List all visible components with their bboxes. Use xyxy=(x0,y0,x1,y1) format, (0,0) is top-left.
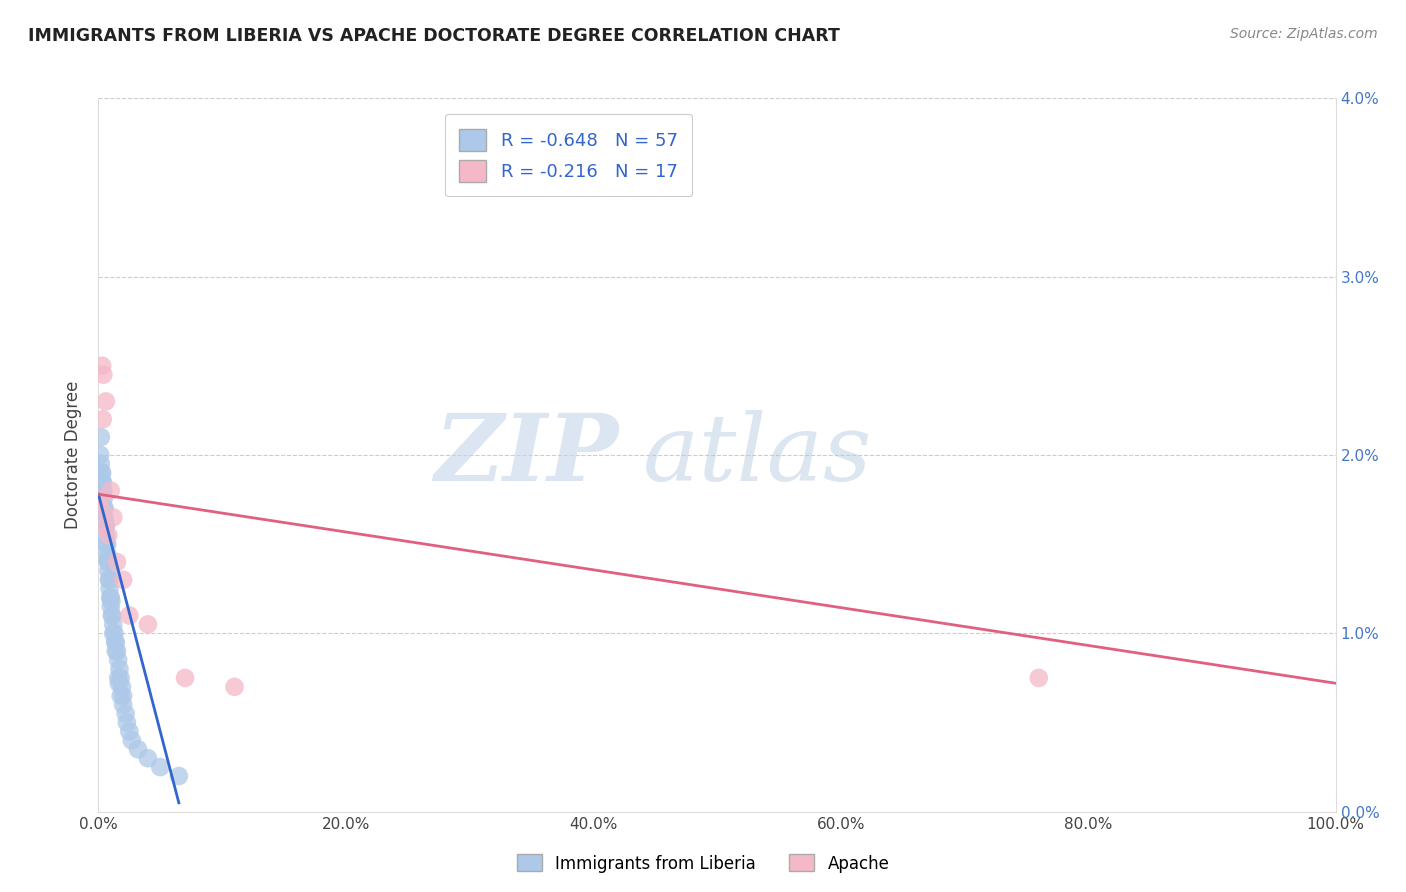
Point xyxy=(94,519,117,533)
Point xyxy=(108,676,131,690)
Point xyxy=(90,466,112,480)
Point xyxy=(98,582,121,596)
Legend: R = -0.648   N = 57, R = -0.216   N = 17: R = -0.648 N = 57, R = -0.216 N = 17 xyxy=(444,114,692,196)
Point xyxy=(103,617,125,632)
Point xyxy=(97,551,120,566)
Point xyxy=(97,555,120,569)
Point xyxy=(105,555,128,569)
Point xyxy=(93,492,115,507)
Point xyxy=(136,751,159,765)
Point xyxy=(121,733,143,747)
Point xyxy=(93,368,115,382)
Point xyxy=(93,483,115,498)
Point xyxy=(149,760,172,774)
Point xyxy=(91,466,114,480)
Point xyxy=(94,516,117,530)
Point xyxy=(97,528,120,542)
Point xyxy=(105,644,128,658)
Point xyxy=(100,483,122,498)
Point xyxy=(112,573,135,587)
Point xyxy=(101,608,124,623)
Point xyxy=(93,501,115,516)
Point xyxy=(104,644,127,658)
Point xyxy=(96,537,118,551)
Point xyxy=(93,501,115,516)
Text: ZIP: ZIP xyxy=(434,410,619,500)
Point xyxy=(111,680,134,694)
Point xyxy=(96,537,118,551)
Point xyxy=(91,359,114,373)
Point xyxy=(93,519,115,533)
Point xyxy=(107,671,129,685)
Point xyxy=(97,573,120,587)
Text: atlas: atlas xyxy=(643,410,872,500)
Point xyxy=(103,626,125,640)
Point xyxy=(93,510,115,524)
Point xyxy=(112,698,135,712)
Point xyxy=(167,769,190,783)
Point xyxy=(104,635,127,649)
Point xyxy=(97,564,120,578)
Point xyxy=(91,483,114,498)
Point xyxy=(94,528,117,542)
Point xyxy=(89,448,111,462)
Point xyxy=(127,742,149,756)
Point xyxy=(97,555,120,569)
Point xyxy=(100,591,122,605)
Point xyxy=(94,519,117,533)
Point xyxy=(96,546,118,560)
Point xyxy=(112,689,135,703)
Point xyxy=(107,653,129,667)
Point xyxy=(110,689,132,703)
Point xyxy=(94,394,117,409)
Point xyxy=(118,608,141,623)
Point xyxy=(108,662,131,676)
Y-axis label: Doctorate Degree: Doctorate Degree xyxy=(65,381,83,529)
Point xyxy=(104,635,127,649)
Point xyxy=(224,680,246,694)
Legend: Immigrants from Liberia, Apache: Immigrants from Liberia, Apache xyxy=(510,847,896,880)
Point xyxy=(100,599,122,614)
Point xyxy=(114,706,136,721)
Point xyxy=(103,510,125,524)
Point xyxy=(91,475,114,489)
Text: Source: ZipAtlas.com: Source: ZipAtlas.com xyxy=(1230,27,1378,41)
Point xyxy=(100,594,122,608)
Point xyxy=(89,492,111,507)
Point xyxy=(98,573,121,587)
Point xyxy=(98,591,121,605)
Point xyxy=(110,671,132,685)
Text: IMMIGRANTS FROM LIBERIA VS APACHE DOCTORATE DEGREE CORRELATION CHART: IMMIGRANTS FROM LIBERIA VS APACHE DOCTOR… xyxy=(28,27,839,45)
Point xyxy=(90,430,112,444)
Point xyxy=(90,457,112,471)
Point xyxy=(118,724,141,739)
Point xyxy=(1028,671,1050,685)
Point xyxy=(91,475,114,489)
Point xyxy=(174,671,197,685)
Point xyxy=(115,715,138,730)
Point xyxy=(90,501,112,516)
Point xyxy=(91,412,114,426)
Point xyxy=(101,608,124,623)
Point xyxy=(103,626,125,640)
Point xyxy=(136,617,159,632)
